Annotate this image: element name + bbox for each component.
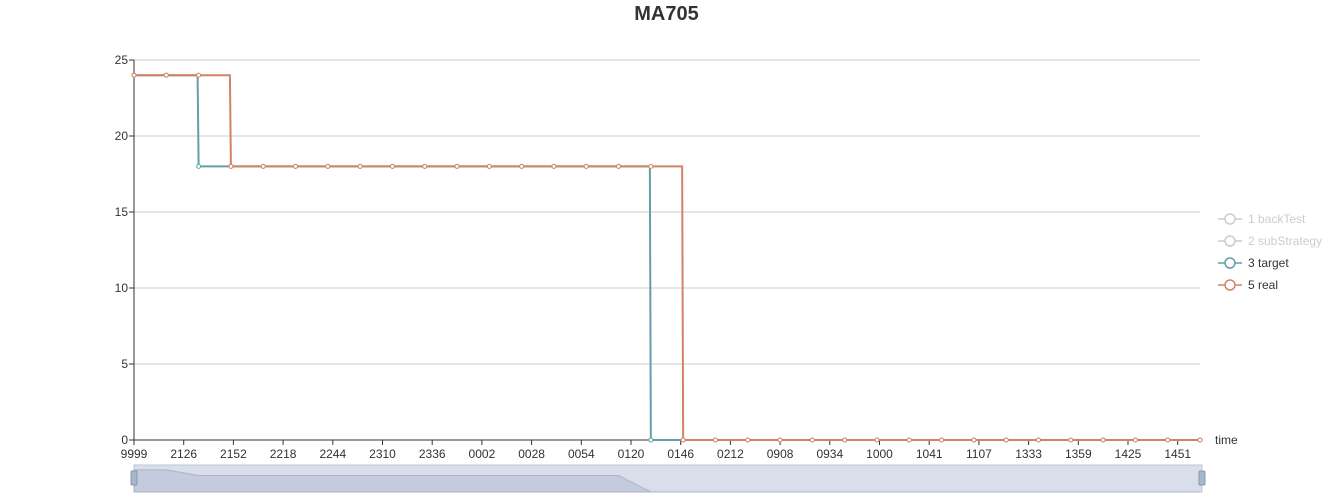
axes	[129, 59, 1200, 445]
data-point	[389, 163, 395, 169]
legend-item[interactable]: 1 backTest	[1218, 208, 1322, 230]
y-tick-label: 0	[121, 433, 128, 447]
zoom-handle[interactable]	[130, 470, 138, 486]
data-point	[1100, 437, 1106, 443]
x-tick-label: 1333	[1015, 447, 1042, 461]
x-tick-label: 2310	[369, 447, 396, 461]
legend-swatch-icon	[1218, 213, 1242, 225]
x-axis-label: time	[1215, 433, 1238, 447]
data-point	[745, 437, 751, 443]
data-point	[971, 437, 977, 443]
legend-item[interactable]: 3 target	[1218, 252, 1322, 274]
data-point	[260, 163, 266, 169]
data-point	[1165, 437, 1171, 443]
x-tick-label: 1451	[1164, 447, 1191, 461]
grid-lines	[134, 59, 1200, 365]
x-tick-label: 1359	[1065, 447, 1092, 461]
data-point	[583, 163, 589, 169]
data-point	[1035, 437, 1041, 443]
data-point	[454, 163, 460, 169]
data-point	[131, 72, 137, 78]
x-tick-label: 1000	[866, 447, 893, 461]
data-point	[228, 163, 234, 169]
data-point	[906, 437, 912, 443]
data-point	[680, 437, 686, 443]
y-tick-label: 25	[115, 53, 129, 67]
data-point	[939, 437, 945, 443]
data-point	[648, 163, 654, 169]
data-zoom-slider[interactable]	[130, 464, 1206, 493]
x-tick-label: 2126	[170, 447, 197, 461]
y-tick-label: 20	[115, 129, 129, 143]
x-tick-label: 2218	[270, 447, 297, 461]
legend-item[interactable]: 5 real	[1218, 274, 1322, 296]
data-point	[842, 437, 848, 443]
data-point	[712, 437, 718, 443]
data-point	[616, 163, 622, 169]
data-point	[293, 163, 299, 169]
legend-swatch-icon	[1218, 279, 1242, 291]
data-point	[1068, 437, 1074, 443]
data-point	[1003, 437, 1009, 443]
data-point	[1197, 437, 1203, 443]
x-tick-label: 9999	[121, 447, 148, 461]
data-point	[809, 437, 815, 443]
x-tick-label: 1041	[916, 447, 943, 461]
x-tick-label: 0002	[469, 447, 496, 461]
series-lines	[131, 72, 1203, 443]
data-point	[1132, 437, 1138, 443]
x-tick-label: 0908	[767, 447, 794, 461]
chart-title: MA705	[634, 3, 699, 25]
legend-label: 3 target	[1248, 256, 1289, 270]
y-tick-label: 5	[121, 357, 128, 371]
series-line	[134, 74, 1200, 441]
series-line	[134, 74, 1200, 441]
legend-label: 2 subStrategy	[1248, 234, 1323, 248]
data-point	[357, 163, 363, 169]
x-tick-label: 1107	[966, 447, 992, 461]
x-tick-label: 2244	[319, 447, 346, 461]
x-tick-label: 0054	[568, 447, 595, 461]
zoom-handle[interactable]	[1198, 470, 1206, 486]
data-point	[777, 437, 783, 443]
data-point	[648, 437, 654, 443]
legend-swatch-icon	[1218, 235, 1242, 247]
data-point	[486, 163, 492, 169]
zoom-preview	[133, 469, 1200, 493]
data-point	[196, 72, 202, 78]
y-tick-label: 15	[115, 205, 129, 219]
data-point	[422, 163, 428, 169]
data-point	[325, 163, 331, 169]
x-tick-label: 1425	[1115, 447, 1142, 461]
legend-label: 1 backTest	[1248, 212, 1306, 226]
data-point	[519, 163, 525, 169]
data-point	[874, 437, 880, 443]
x-tick-label: 0212	[717, 447, 744, 461]
legend-swatch-icon	[1218, 257, 1242, 269]
legend-label: 5 real	[1248, 278, 1279, 292]
data-point	[551, 163, 557, 169]
x-tick-label: 0028	[518, 447, 545, 461]
x-tick-label: 2336	[419, 447, 446, 461]
y-tick-label: 10	[115, 281, 129, 295]
x-tick-label: 0934	[816, 447, 843, 461]
data-point	[163, 72, 169, 78]
data-point	[196, 163, 202, 169]
x-tick-label: 0146	[667, 447, 694, 461]
tick-labels: 0 5 10 15 20 25 9999 2126 2152 2218 2244 2310 2336 00…	[115, 53, 1238, 461]
legend: 1 backTest 2 subStrategy 3 target 5 real	[1218, 208, 1322, 296]
legend-item[interactable]: 2 subStrategy	[1218, 230, 1322, 252]
x-tick-label: 2152	[220, 447, 247, 461]
x-tick-label: 0120	[618, 447, 645, 461]
